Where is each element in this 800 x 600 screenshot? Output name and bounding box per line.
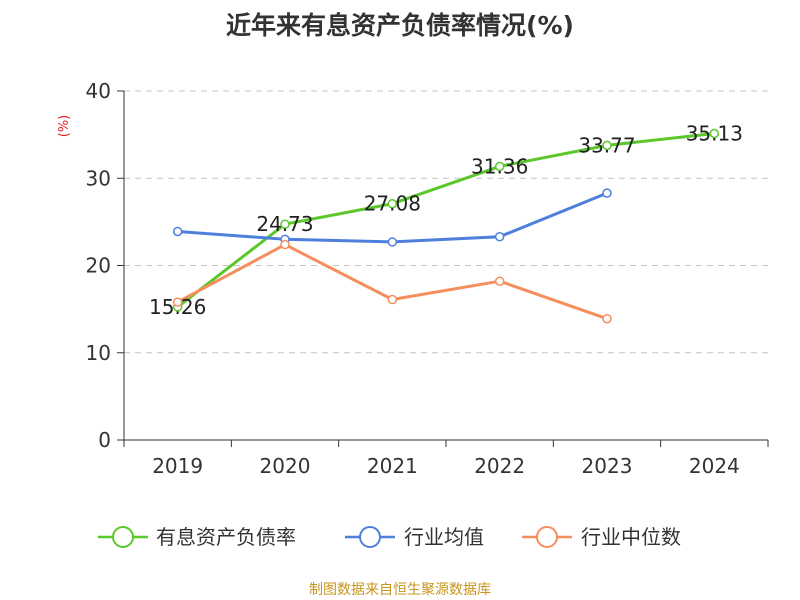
- data-labels: 15.26 24.73 27.08 31.36 33.77 35.13: [149, 121, 743, 318]
- x-tick-label: 2022: [474, 454, 525, 478]
- data-point: [494, 161, 505, 172]
- grid-lines: [124, 90, 768, 354]
- axes: 0 10 20 30 40 2019 2020 2021 2022 2023 2024: [86, 79, 769, 478]
- chart-title: 近年来有息资产负债率情况(%): [226, 11, 574, 40]
- x-tick-label: 2020: [260, 454, 311, 478]
- y-tick-label: 0: [98, 428, 111, 452]
- legend-swatch-marker: [112, 526, 134, 548]
- legend-swatch-marker: [359, 526, 381, 548]
- legend-item: 行业均值: [345, 525, 484, 549]
- source-note: 制图数据来自恒生聚源数据库: [309, 582, 491, 598]
- legend-label: 行业中位数: [581, 525, 681, 549]
- y-tick-label: 20: [86, 254, 111, 278]
- data-point: [387, 237, 398, 247]
- x-tick-label: 2023: [582, 454, 633, 478]
- data-point: [280, 219, 290, 229]
- legend-item: 行业中位数: [522, 525, 681, 549]
- x-tick-label: 2019: [152, 454, 203, 478]
- data-point: [602, 188, 612, 198]
- data-point: [387, 294, 398, 305]
- data-label: 24.73: [256, 212, 313, 236]
- data-point: [494, 231, 505, 242]
- data-point: [172, 226, 183, 237]
- data-label: 27.08: [364, 192, 421, 216]
- y-tick-label: 30: [86, 166, 111, 190]
- data-point: [387, 198, 398, 209]
- legend-item: 有息资产负债率: [98, 525, 296, 549]
- x-tick-label: 2021: [367, 454, 418, 478]
- data-label: 31.36: [471, 154, 528, 178]
- x-tick-label: 2024: [689, 454, 740, 478]
- y-tick-label: 40: [86, 79, 111, 103]
- data-point: [172, 297, 183, 307]
- y-tick-label: 10: [86, 341, 111, 365]
- y-axis-label: (%): [57, 115, 72, 138]
- data-point: [709, 128, 720, 139]
- data-label: 33.77: [578, 133, 635, 157]
- legend-swatch-marker: [536, 526, 558, 548]
- data-point: [494, 276, 505, 286]
- legend-label: 行业均值: [404, 525, 484, 549]
- data-label: 15.26: [149, 295, 206, 319]
- series-layer: [172, 128, 720, 324]
- legend: 有息资产负债率 行业均值 行业中位数: [98, 525, 681, 549]
- data-point: [280, 239, 290, 250]
- legend-label: 有息资产负债率: [156, 525, 296, 549]
- data-point: [602, 313, 612, 324]
- data-point: [602, 140, 612, 151]
- data-label: 35.13: [686, 121, 743, 145]
